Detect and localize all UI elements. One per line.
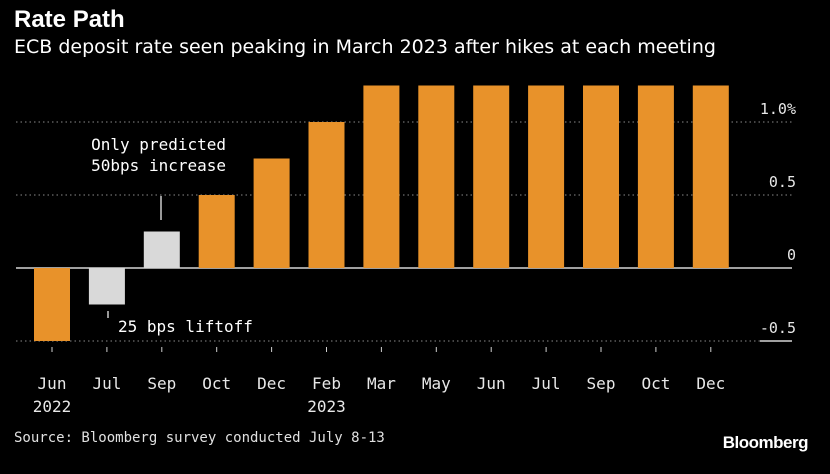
y-tick-label: 0.5 — [769, 173, 796, 191]
bar — [692, 85, 729, 268]
annotation-text: Only predicted — [91, 135, 226, 154]
x-tick-label: Jun — [477, 374, 506, 393]
grid-lines — [16, 121, 792, 342]
x-tick-year-label: 2022 — [33, 397, 72, 416]
x-tick-label: Mar — [367, 374, 396, 393]
bar — [143, 231, 180, 268]
bar — [637, 85, 674, 268]
annotation-text: 25 bps liftoff — [118, 317, 253, 336]
bar — [88, 268, 125, 305]
bar — [418, 85, 455, 268]
x-tick-year-label: 2023 — [307, 397, 346, 416]
chart-title: Rate Path — [14, 6, 125, 33]
source-note: Source: Bloomberg survey conducted July … — [14, 430, 385, 446]
x-tick-label: Feb — [312, 374, 341, 393]
bar — [528, 85, 565, 268]
bars — [34, 85, 729, 341]
x-tick-label: Oct — [202, 374, 231, 393]
x-tick-label: Sep — [587, 374, 616, 393]
x-tick-label: Dec — [257, 374, 286, 393]
y-tick-label: 0 — [787, 246, 796, 264]
bar — [198, 195, 235, 268]
bar — [253, 158, 290, 268]
bar — [583, 85, 619, 268]
bloomberg-logo: Bloomberg — [722, 433, 809, 452]
chart-subtitle: ECB deposit rate seen peaking in March 2… — [14, 36, 716, 58]
x-tick-label: Dec — [696, 374, 725, 393]
bar — [363, 85, 400, 268]
x-tick-label: Jul — [532, 374, 561, 393]
y-tick-label: -0.5 — [760, 319, 796, 337]
x-tick-label: Sep — [147, 374, 176, 393]
annotation-text: 50bps increase — [91, 156, 226, 175]
y-axis-ticks: 1.0% 0.5 0 -0.5 — [760, 100, 796, 337]
x-tick-label: Jun — [38, 374, 67, 393]
bar — [473, 85, 510, 268]
x-tick-label: Jul — [92, 374, 121, 393]
x-tick-label: May — [422, 374, 451, 393]
bar — [34, 268, 70, 341]
bar — [308, 122, 345, 268]
annotations: Only predicted 50bps increase 25 bps lifto… — [91, 135, 253, 336]
x-axis-ticks: Jun 2022 Jul Sep Oct Dec Feb 2023 Mar May Jun Jul Se… — [33, 347, 725, 416]
x-tick-label: Oct — [641, 374, 670, 393]
y-tick-label: 1.0% — [760, 100, 796, 118]
